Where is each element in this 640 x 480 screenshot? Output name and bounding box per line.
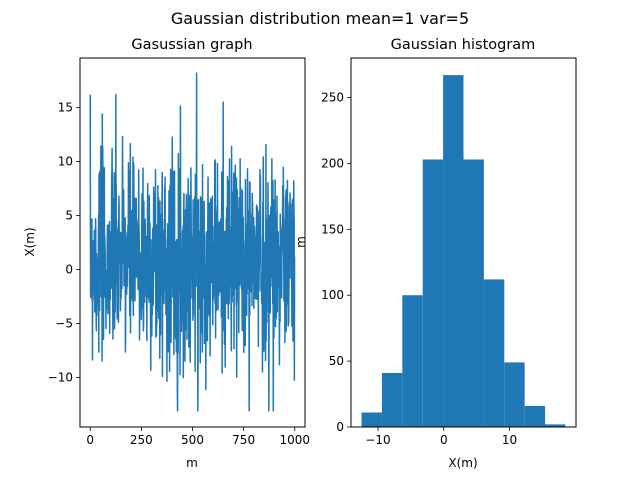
- histogram-bar: [545, 424, 566, 427]
- line-plot-axes: Gasussian graph 0 250 500 750 1000 −10 −5 0 5 10 1…: [23, 37, 310, 470]
- line-plot-title: Gasussian graph: [131, 37, 252, 53]
- histogram-bar: [422, 159, 444, 427]
- histogram-bar: [504, 362, 525, 427]
- figure-suptitle: Gaussian distribution mean=1 var=5: [171, 9, 469, 28]
- line-plot-xtick-label: 750: [232, 433, 255, 447]
- line-plot-ylabel: X(m): [23, 227, 37, 256]
- histogram-ylabel: m: [294, 236, 308, 248]
- histogram-xlabel: X(m): [448, 456, 477, 470]
- histogram-xtick-label: −10: [365, 433, 390, 447]
- line-plot-xtick-label: 1000: [279, 433, 310, 447]
- line-plot-ytick-label: −10: [48, 370, 73, 384]
- histogram-ytick-label: 200: [321, 156, 344, 170]
- histogram-bar: [483, 279, 505, 427]
- histogram-xtick-label: 10: [502, 433, 517, 447]
- line-plot-xlabel: m: [186, 456, 198, 470]
- histogram-xtick-label: 0: [440, 433, 448, 447]
- histogram-bar: [381, 372, 403, 427]
- histogram-frame: [350, 57, 577, 428]
- histogram-title: Gaussian histogram: [391, 37, 536, 53]
- line-plot-xtick-label: 250: [130, 433, 153, 447]
- histogram-bar: [524, 405, 546, 427]
- line-plot-ytick-label: −5: [55, 316, 73, 330]
- line-plot-series: [89, 72, 296, 412]
- histogram-ytick-label: 250: [321, 91, 344, 105]
- histogram-axes: Gaussian histogram −10 0 10050100150200250…: [294, 37, 577, 470]
- line-plot-ytick-label: 5: [65, 209, 73, 223]
- histogram-ytick-label: 150: [321, 222, 344, 236]
- histogram-ytick-label: 100: [321, 288, 344, 302]
- histogram-bar: [443, 75, 464, 427]
- histogram-ytick-label: 50: [329, 354, 344, 368]
- line-plot-xtick-label: 0: [86, 433, 94, 447]
- histogram-bar: [402, 295, 423, 427]
- line-plot-ytick-label: 10: [58, 155, 73, 169]
- histogram-ytick-label: 0: [336, 420, 344, 434]
- line-plot-data: [89, 72, 296, 412]
- line-plot-ytick-label: 15: [58, 101, 73, 115]
- line-plot-ticks: 0 250 500 750 1000 −10 −5 0 5 10 15: [48, 101, 310, 447]
- line-plot-xtick-label: 500: [181, 433, 204, 447]
- histogram-bar: [361, 412, 382, 427]
- histogram-bars: [361, 75, 566, 427]
- line-plot-ytick-label: 0: [65, 262, 73, 276]
- histogram-bar: [463, 159, 484, 427]
